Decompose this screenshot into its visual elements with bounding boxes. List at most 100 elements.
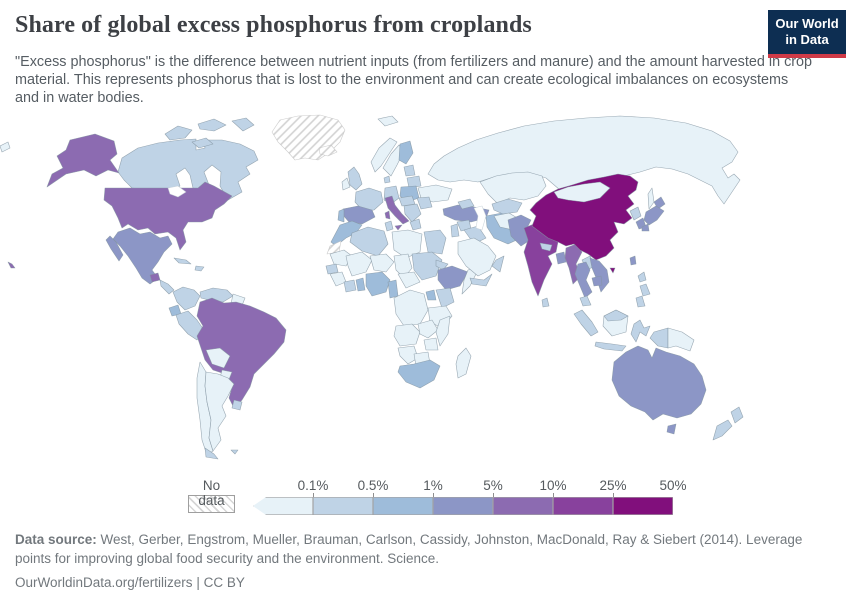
country-ireland[interactable] [341,177,351,191]
country-south-africa[interactable] [397,359,441,389]
country-indonesia-sulawesi[interactable] [630,319,651,343]
country-sudan[interactable] [411,251,443,281]
country-central-african-republic[interactable] [397,271,421,289]
country-indonesia-papua[interactable] [649,327,669,349]
country-mexico[interactable] [112,227,173,285]
country-tasmania[interactable] [666,423,677,435]
country-argentina[interactable] [204,371,235,452]
country-italy[interactable] [384,195,410,225]
country-ethiopia[interactable] [437,265,469,291]
country-portugal[interactable] [337,208,345,223]
country-new-zealand-north[interactable] [730,406,744,424]
country-philippines[interactable] [639,283,651,297]
country-mexico-baja[interactable] [105,235,124,262]
country-chile-south[interactable] [204,447,219,460]
country-sardinia[interactable] [384,210,391,220]
country-hainan[interactable] [609,267,616,274]
country-ivory-coast[interactable] [343,279,357,293]
country-algeria[interactable] [349,226,389,257]
country-taiwan[interactable] [629,255,637,266]
country-papua-new-guinea[interactable] [667,327,695,352]
country-levant[interactable] [450,223,460,238]
country-thailand[interactable] [574,261,593,299]
country-usa[interactable] [103,181,233,251]
country-norway[interactable] [370,137,398,173]
country-tunisia[interactable] [384,220,394,232]
country-chukotka-sliver[interactable] [0,141,11,153]
country-greece[interactable] [409,218,422,231]
country-cambodia[interactable] [591,275,603,287]
country-bangladesh[interactable] [555,251,567,265]
country-france[interactable] [354,187,384,212]
country-namibia[interactable] [397,345,419,365]
country-svalbard[interactable] [377,115,399,127]
country-japan-honshu[interactable] [643,205,665,226]
country-brazil[interactable] [196,297,287,409]
country-baltics[interactable] [403,164,416,177]
no-data-swatch[interactable] [188,495,235,513]
country-vietnam[interactable] [589,257,610,293]
country-yemen[interactable] [469,273,493,287]
country-sakhalin[interactable] [647,187,655,210]
legend-bucket-0.1%[interactable] [253,497,313,515]
legend-bucket-25%[interactable] [553,497,613,515]
country-north-korea[interactable] [629,206,642,221]
country-uganda[interactable] [425,289,437,301]
country-hawaii[interactable] [7,261,16,269]
country-philippines[interactable] [635,295,646,308]
country-philippines[interactable] [637,271,647,283]
country-libya[interactable] [391,229,423,259]
country-colombia[interactable] [172,286,201,311]
country-zimbabwe[interactable] [423,337,439,351]
country-alaska[interactable] [46,133,120,188]
country-canadian-arctic[interactable] [197,118,227,132]
country-angola[interactable] [393,323,421,347]
country-guinea[interactable] [329,271,347,287]
country-uk[interactable] [347,166,363,191]
country-denmark[interactable] [383,175,391,184]
country-caucasus[interactable] [457,198,475,210]
country-iceland[interactable] [318,144,338,157]
country-drc[interactable] [393,289,429,327]
country-sicily[interactable] [394,224,403,231]
country-venezuela[interactable] [199,287,234,303]
country-nigeria[interactable] [365,271,391,297]
legend-bucket-5%[interactable] [433,497,493,515]
country-ghana[interactable] [355,277,366,292]
legend-bucket-0.5%[interactable] [313,497,373,515]
country-falklands[interactable] [230,449,239,455]
country-uzbekistan-turkmenistan[interactable] [491,198,523,215]
legend-bucket-10%[interactable] [493,497,553,515]
country-new-zealand-south[interactable] [712,419,733,441]
owid-url-link[interactable]: OurWorldinData.org/fertilizers [15,575,193,591]
country-central-america[interactable] [159,279,175,295]
country-indonesia-sumatra[interactable] [573,309,599,337]
country-morocco[interactable] [330,220,363,247]
country-mongolia[interactable] [553,181,611,203]
country-uruguay[interactable] [231,399,243,411]
country-japan-kyushu[interactable] [641,223,650,232]
legend-bucket-1%[interactable] [373,497,433,515]
country-saudi-arabia[interactable] [457,237,497,277]
country-niger[interactable] [369,253,395,273]
country-kenya[interactable] [435,287,455,309]
country-guatemala[interactable] [149,272,161,283]
country-balkans[interactable] [403,203,422,223]
country-belarus[interactable] [406,175,422,189]
country-senegal[interactable] [325,263,339,275]
country-egypt[interactable] [423,229,447,255]
country-indonesia-java[interactable] [594,341,627,352]
country-sri-lanka[interactable] [541,297,550,308]
country-central-europe[interactable] [398,195,416,207]
country-canadian-arctic[interactable] [191,137,214,149]
country-madagascar[interactable] [455,347,472,379]
country-cuba[interactable] [173,257,192,265]
owid-logo[interactable]: Our World in Data [768,10,846,58]
country-oman[interactable] [491,255,505,273]
country-mozambique[interactable] [435,315,451,347]
country-canadian-arctic[interactable] [231,117,255,132]
country-nepal[interactable] [539,242,553,252]
country-malaysia[interactable] [579,295,592,307]
country-zambia[interactable] [417,319,439,339]
country-australia[interactable] [611,345,707,421]
